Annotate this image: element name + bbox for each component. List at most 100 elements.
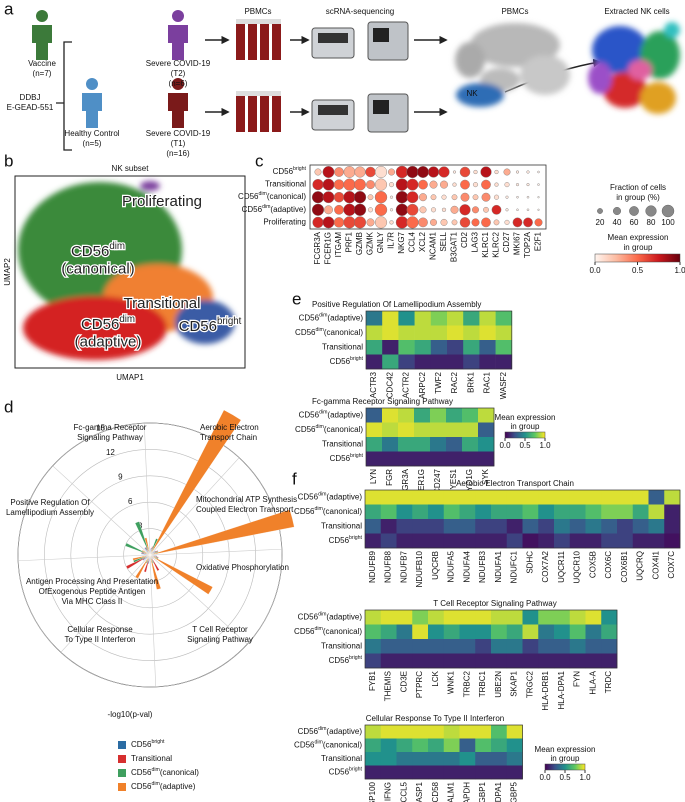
heatmap-cell [459, 490, 476, 505]
heatmap-cell [664, 504, 681, 520]
dot [451, 219, 458, 226]
text-part: dim [319, 313, 327, 319]
grid-ring [70, 475, 230, 635]
heatmap-cell [506, 653, 523, 669]
heatmap-cell [396, 624, 413, 640]
heatmap-cell [428, 639, 445, 654]
heatmap-cell [443, 738, 460, 753]
heatmap-cell [430, 311, 448, 326]
category-label: Transport Chain [200, 433, 257, 442]
heatmap-cell [447, 354, 464, 370]
heatmap-title: Cellular Response To Type II Interferon [366, 714, 504, 723]
dot [537, 183, 540, 186]
dot [441, 194, 447, 200]
dot [491, 204, 502, 215]
heatmap-title: Aerobic Electron Transport Chain [456, 479, 574, 488]
gene-label: NCAM1 [429, 231, 438, 260]
gene-label: MKI67 [513, 231, 522, 255]
polar-bar [149, 554, 160, 572]
gene-label: COX7A2 [541, 550, 550, 582]
dot [395, 216, 409, 229]
heatmap-cell [366, 422, 383, 438]
row-label: CD56dim(canonical) [294, 626, 362, 636]
heatmap-cell [664, 533, 681, 549]
heatmap-cell [491, 533, 508, 549]
step-label: scRNA-sequencing [326, 7, 394, 16]
heatmap-cell [538, 504, 555, 520]
frame [364, 724, 523, 780]
text-part: CD56 [294, 507, 315, 516]
dot [374, 191, 388, 204]
row-label: Proliferating [263, 218, 306, 227]
legend-swatch [118, 769, 126, 777]
heatmap-cell [475, 725, 492, 739]
dot [537, 208, 540, 211]
umap-title: NK subset [112, 164, 150, 173]
heatmap-cell [430, 451, 447, 467]
heatmap-cell [443, 725, 460, 739]
gene-label: IL7R [387, 232, 396, 249]
gene-label: HLA-DRB1 [541, 670, 550, 710]
text-part: dim [319, 410, 327, 416]
dot [322, 178, 335, 191]
polar-bar [135, 554, 151, 579]
heatmap-cell [380, 765, 397, 780]
legend-title: Mean expression [535, 745, 596, 754]
row-label: CD56dim(canonical) [295, 424, 363, 434]
heatmap-cell [443, 519, 460, 534]
heatmap-cell [554, 504, 571, 520]
x-axis-label: UMAP1 [116, 373, 144, 382]
text-part: bright [349, 767, 363, 773]
gene-label: COX4I1 [651, 550, 660, 579]
category-label: Coupled Electron Transport [196, 505, 294, 514]
dot [418, 179, 428, 190]
dot [418, 217, 428, 228]
gene-label: LCK [431, 670, 440, 686]
heatmap-cell [506, 490, 523, 505]
group-name: Severe COVID-19 [146, 59, 211, 68]
person-icon [32, 10, 52, 60]
dot [480, 166, 492, 178]
spoke [149, 554, 157, 687]
heatmap-cell [554, 653, 571, 669]
dot [526, 195, 530, 199]
heatmap-cell [475, 765, 492, 780]
size-legend-label: 80 [647, 218, 656, 227]
frame [364, 609, 618, 669]
heatmap-cell [459, 624, 476, 640]
text-part: Transitional [265, 180, 306, 189]
r-tick-label: 12 [106, 448, 115, 457]
text-part: CD56 [299, 410, 320, 419]
cluster-label: Proliferating [122, 193, 202, 210]
heatmap-cell [463, 354, 480, 370]
dot [430, 207, 437, 213]
cluster-label: CD56dim (adaptive) [75, 314, 142, 350]
heatmap-cell [396, 752, 413, 766]
heatmap-cell [632, 533, 649, 549]
dot [353, 191, 367, 204]
heatmap-cell [443, 752, 460, 766]
panel-label: c [255, 151, 264, 170]
text-part: Transitional [124, 295, 201, 312]
heatmap-cell [459, 725, 476, 739]
text-part: (adaptive) [270, 205, 306, 214]
text-part: CD56 [81, 316, 119, 333]
gene-label: SKAP1 [510, 670, 519, 696]
heatmap-cell [443, 639, 460, 654]
text-part: CD56 [329, 767, 350, 776]
heatmap-cell [382, 451, 399, 467]
grid-ring [44, 449, 256, 661]
text-part: CD56 [298, 727, 319, 736]
heatmap-cell [538, 624, 555, 640]
dot [534, 218, 543, 227]
gene-label: GAPDH [462, 782, 471, 802]
heatmap-cell [380, 610, 397, 625]
gene-label: FCGR3A [401, 468, 410, 501]
heatmap-cell [569, 519, 586, 534]
gene-label: COX7C [667, 551, 676, 579]
dot [471, 218, 480, 227]
gene-label: CD58 [431, 781, 440, 802]
group-size: (n=7) [33, 69, 52, 78]
dot [493, 219, 500, 226]
gene-label: ARPC2 [418, 371, 427, 398]
